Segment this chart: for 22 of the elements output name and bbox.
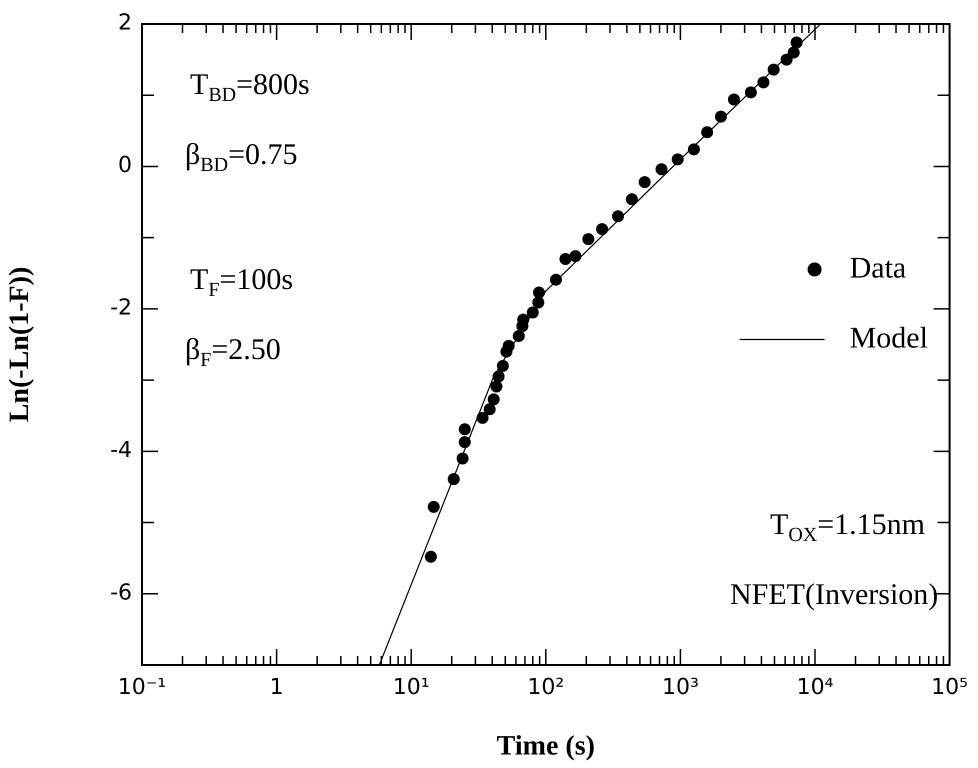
y-axis-title: Ln(-Ln(1-F)) — [4, 266, 36, 422]
x-tick-label: 10¹ — [392, 674, 430, 700]
annotation: NFET(Inversion) — [730, 578, 938, 611]
x-tick-label: 10⁴ — [796, 674, 834, 700]
y-tick-label: 2 — [118, 10, 132, 36]
x-tick-label: 10⁻¹ — [118, 674, 166, 700]
x-tick-label: 10² — [527, 674, 564, 700]
x-axis-title: Time (s) — [496, 730, 595, 762]
annotation: T$_{BD}$=800s — [190, 68, 310, 106]
legend-label: Data — [850, 251, 906, 284]
x-tick-label: 10³ — [662, 674, 699, 700]
x-tick-label: 10⁵ — [931, 674, 968, 700]
annotation: T$_{F}$=100s — [190, 263, 294, 301]
y-tick-label: -4 — [110, 438, 132, 464]
annotation: β$_{BD}$=0.75 — [185, 138, 298, 176]
annotation: T$_{OX}$=1.15nm — [770, 508, 925, 546]
y-tick-label: -6 — [110, 580, 132, 606]
annotation: β$_{F}$=2.50 — [185, 333, 281, 371]
y-tick-label: 0 — [118, 153, 132, 178]
y-tick-label: -2 — [110, 296, 132, 321]
legend-label: Model — [850, 321, 928, 354]
x-tick-label: 1 — [270, 674, 284, 700]
